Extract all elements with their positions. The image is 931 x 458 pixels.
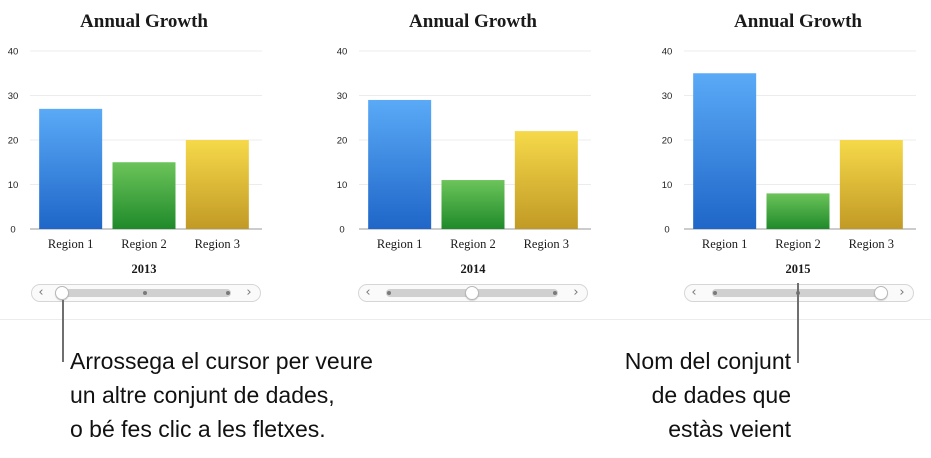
chart-panel-2014: Annual Growth 0 10 20 30 40 Region 1 Region 2 Re… — [329, 0, 629, 320]
dataset-slider-2014[interactable]: ‹ › — [358, 284, 588, 302]
y-tick-label: 40 — [337, 47, 348, 58]
x-category-label: Region 1 — [48, 237, 93, 251]
x-category-label: Region 2 — [450, 237, 495, 251]
chevron-right-icon[interactable]: › — [573, 285, 579, 300]
y-tick-label: 10 — [337, 180, 348, 191]
chevron-left-icon[interactable]: ‹ — [691, 285, 697, 300]
bar-region-2 — [766, 193, 830, 229]
chart-panel-2013: Annual Growth 0 10 20 30 40 Region 1 Region 2 Re… — [0, 0, 300, 320]
bar-region-2 — [441, 180, 505, 229]
bar-region-3 — [839, 140, 903, 229]
chart-title: Annual Growth — [80, 11, 208, 32]
slider-thumb[interactable] — [465, 286, 479, 300]
callout-line-text: Nom del conjunt — [624, 348, 791, 374]
slider-stop-dot — [387, 291, 392, 295]
x-category-label: Region 1 — [702, 237, 747, 251]
chevron-right-icon[interactable]: › — [899, 285, 905, 300]
callout-line-dataset-name — [797, 283, 799, 363]
bar-region-1 — [368, 99, 432, 229]
x-category-label: Region 3 — [195, 237, 240, 251]
x-category-label: Region 3 — [849, 237, 894, 251]
section-divider — [0, 319, 931, 320]
y-tick-label: 10 — [662, 180, 673, 191]
bar-region-2 — [112, 162, 176, 229]
callout-line-text: de dades que — [651, 382, 791, 408]
bar-region-3 — [185, 140, 249, 229]
callout-line-text: un altre conjunt de dades, — [70, 382, 335, 408]
dataset-name-label: 2015 — [786, 262, 811, 276]
chart-panel-2015: Annual Growth 0 10 20 30 40 Region 1 Region 2 Re… — [654, 0, 931, 320]
slider-track[interactable] — [55, 286, 231, 300]
x-category-label: Region 1 — [377, 237, 422, 251]
y-tick-label: 0 — [10, 225, 15, 236]
y-tick-label: 30 — [337, 91, 348, 102]
dataset-name-label: 2013 — [132, 262, 157, 276]
dataset-name-label: 2014 — [461, 262, 487, 276]
y-tick-label: 10 — [8, 180, 19, 191]
chart-title: Annual Growth — [734, 11, 862, 32]
slider-stop-dot — [713, 291, 718, 295]
y-tick-label: 30 — [8, 91, 19, 102]
bar-region-3 — [514, 131, 578, 229]
callout-line-text: o bé fes clic a les fletxes. — [70, 416, 326, 442]
y-tick-label: 0 — [339, 225, 344, 236]
bar-region-1 — [39, 108, 103, 229]
y-tick-label: 30 — [662, 91, 673, 102]
x-category-label: Region 2 — [121, 237, 166, 251]
slider-stop-dot — [552, 291, 557, 295]
chart-svg: Annual Growth 0 10 20 30 40 Region 1 Region 2 Re… — [8, 11, 262, 276]
y-tick-label: 20 — [337, 136, 348, 147]
slider-track[interactable] — [386, 286, 558, 300]
callout-dataset-name: Nom del conjunt de dades que estàs veien… — [625, 344, 791, 446]
chart-svg: Annual Growth 0 10 20 30 40 Region 1 Region 2 Re… — [337, 11, 591, 276]
chevron-right-icon[interactable]: › — [246, 285, 252, 300]
chevron-left-icon[interactable]: ‹ — [38, 285, 44, 300]
chart-title: Annual Growth — [409, 11, 537, 32]
slider-stop-dot — [143, 291, 147, 295]
callout-line-text: Arrossega el cursor per veure — [70, 348, 373, 374]
y-tick-label: 0 — [664, 225, 669, 236]
y-tick-label: 20 — [662, 136, 673, 147]
slider-thumb[interactable] — [55, 286, 70, 300]
y-tick-label: 40 — [8, 47, 19, 58]
callout-slider-instructions: Arrossega el cursor per veure un altre c… — [70, 344, 373, 446]
x-category-label: Region 2 — [775, 237, 820, 251]
callout-line-text: estàs veient — [668, 416, 791, 442]
chart-svg: Annual Growth 0 10 20 30 40 Region 1 Region 2 Re… — [662, 11, 916, 276]
x-category-label: Region 3 — [524, 237, 569, 251]
slider-thumb[interactable] — [873, 286, 888, 300]
callout-line-slider — [62, 300, 64, 362]
slider-stop-dot — [225, 291, 230, 295]
dataset-slider-2013[interactable]: ‹ › — [31, 284, 261, 302]
y-tick-label: 40 — [662, 47, 673, 58]
bar-region-1 — [693, 73, 757, 229]
chevron-left-icon[interactable]: ‹ — [365, 285, 371, 300]
y-tick-label: 20 — [8, 136, 19, 147]
